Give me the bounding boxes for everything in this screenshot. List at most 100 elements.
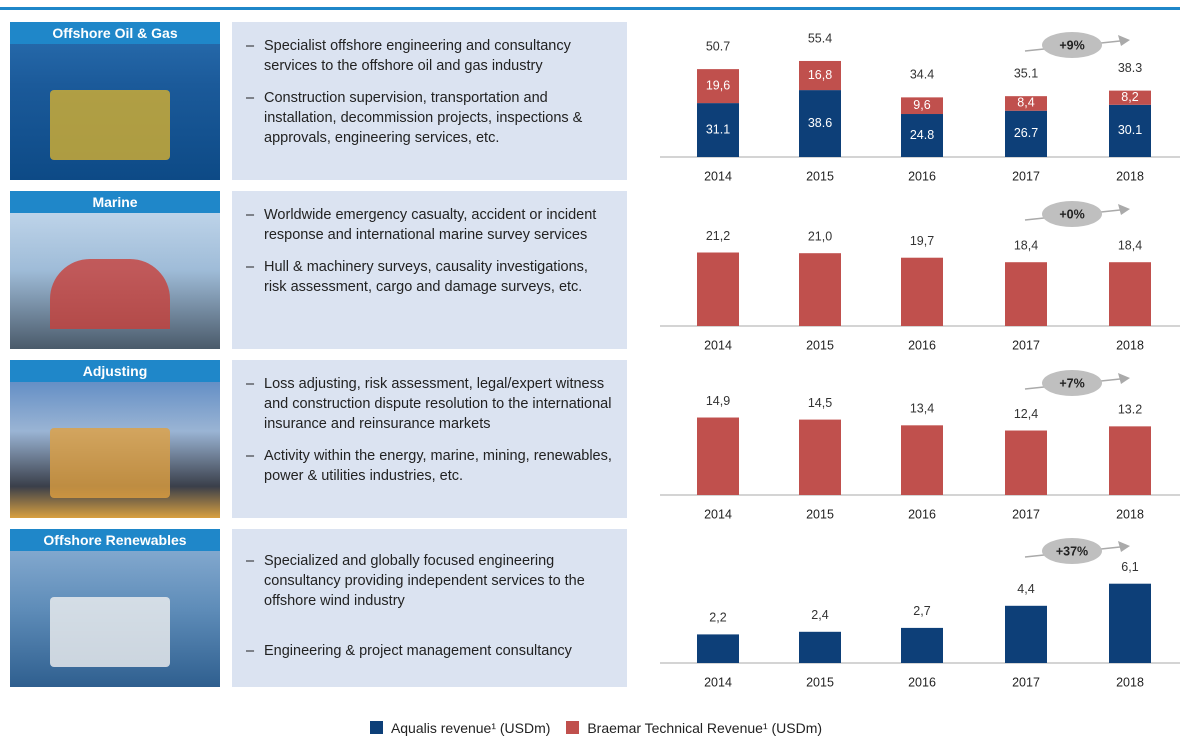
x-tick-label: 2015 bbox=[806, 169, 834, 183]
bar bbox=[1109, 583, 1151, 663]
data-label: 19,6 bbox=[706, 78, 730, 92]
image-detail bbox=[50, 428, 170, 498]
image-detail bbox=[50, 90, 170, 160]
bar bbox=[1005, 430, 1047, 495]
section-image: Adjusting bbox=[10, 360, 220, 518]
bullet: Engineering & project management consult… bbox=[246, 641, 613, 661]
section-text: Specialized and globally focused enginee… bbox=[232, 529, 627, 687]
data-label: 2,2 bbox=[709, 611, 726, 625]
total-label: 35.1 bbox=[1014, 66, 1038, 80]
data-label: 8,2 bbox=[1121, 90, 1138, 104]
section-title: Adjusting bbox=[10, 360, 220, 382]
section-image: Offshore Oil & Gas bbox=[10, 22, 220, 180]
total-label: 55.4 bbox=[808, 31, 832, 45]
legend-label: Aqualis revenue¹ (USDm) bbox=[390, 720, 551, 736]
legend-swatch bbox=[566, 721, 580, 734]
bar bbox=[901, 257, 943, 326]
annotation: +7% bbox=[1059, 376, 1084, 390]
bar bbox=[799, 253, 841, 326]
top-rule bbox=[0, 7, 1180, 10]
annotation-arrowhead bbox=[1118, 373, 1130, 384]
section-image: Marine bbox=[10, 191, 220, 349]
data-label: 18,4 bbox=[1118, 239, 1142, 253]
section-title: Marine bbox=[10, 191, 220, 213]
data-label: 21,0 bbox=[808, 229, 832, 243]
data-label: 31.1 bbox=[706, 122, 730, 136]
data-label: 2,7 bbox=[913, 604, 930, 618]
x-tick-label: 2017 bbox=[1012, 507, 1040, 521]
data-label: 4,4 bbox=[1017, 582, 1034, 596]
x-tick-label: 2015 bbox=[806, 675, 834, 689]
data-label: 9,6 bbox=[913, 98, 930, 112]
bar-segment bbox=[901, 97, 943, 115]
section-text: Specialist offshore engineering and cons… bbox=[232, 22, 627, 180]
bar-segment bbox=[697, 69, 739, 104]
bar bbox=[697, 417, 739, 495]
data-label: 18,4 bbox=[1014, 239, 1038, 253]
data-label: 26.7 bbox=[1014, 126, 1038, 140]
x-tick-label: 2017 bbox=[1012, 169, 1040, 183]
data-label: 8,4 bbox=[1017, 96, 1034, 110]
data-label: 30.1 bbox=[1118, 123, 1142, 137]
bullet: Loss adjusting, risk assessment, legal/e… bbox=[246, 374, 613, 434]
total-label: 34.4 bbox=[910, 68, 934, 82]
x-tick-label: 2014 bbox=[704, 675, 732, 689]
legend: Aqualis revenue¹ (USDm) Braemar Technica… bbox=[0, 720, 1180, 736]
data-label: 16,8 bbox=[808, 68, 832, 82]
annotation: +0% bbox=[1059, 207, 1084, 221]
annotation-bubble bbox=[1042, 32, 1102, 58]
annotation-arrowhead bbox=[1118, 35, 1130, 46]
section-title: Offshore Oil & Gas bbox=[10, 22, 220, 44]
x-tick-label: 2018 bbox=[1116, 675, 1144, 689]
annotation-arrowhead bbox=[1118, 204, 1130, 215]
data-label: 13,4 bbox=[910, 402, 934, 416]
x-tick-label: 2016 bbox=[908, 507, 936, 521]
bullet: Specialist offshore engineering and cons… bbox=[246, 36, 613, 76]
bullet: Hull & machinery surveys, causality inve… bbox=[246, 257, 613, 297]
bar bbox=[901, 627, 943, 663]
total-label: 50.7 bbox=[706, 39, 730, 53]
data-label: 14,5 bbox=[808, 396, 832, 410]
legend-swatch bbox=[369, 721, 383, 734]
bar bbox=[799, 419, 841, 495]
bar bbox=[697, 252, 739, 326]
bar-segment bbox=[697, 103, 739, 157]
data-label: 38.6 bbox=[808, 116, 832, 130]
data-label: 14,9 bbox=[706, 394, 730, 408]
x-tick-label: 2018 bbox=[1116, 338, 1144, 352]
annotation-arrowhead bbox=[1118, 541, 1130, 552]
bar-segment bbox=[1005, 96, 1047, 111]
data-label: 19,7 bbox=[910, 234, 934, 248]
bar bbox=[799, 631, 841, 663]
section-text: Loss adjusting, risk assessment, legal/e… bbox=[232, 360, 627, 518]
bullet: Activity within the energy, marine, mini… bbox=[246, 446, 613, 486]
bar-segment bbox=[1005, 110, 1047, 157]
annotation: +9% bbox=[1059, 38, 1084, 52]
x-tick-label: 2015 bbox=[806, 338, 834, 352]
data-label: 2,4 bbox=[811, 608, 828, 622]
legend-label: Braemar Technical Revenue¹ (USDm) bbox=[587, 720, 823, 736]
x-tick-label: 2016 bbox=[908, 675, 936, 689]
x-tick-label: 2015 bbox=[806, 507, 834, 521]
bar-segment bbox=[1109, 104, 1151, 157]
data-label: 21,2 bbox=[706, 229, 730, 243]
x-tick-label: 2014 bbox=[704, 507, 732, 521]
data-label: 12,4 bbox=[1014, 407, 1038, 421]
data-label: 13.2 bbox=[1118, 403, 1142, 417]
annotation-bubble bbox=[1042, 370, 1102, 396]
bullet: Construction supervision, transportation… bbox=[246, 88, 613, 148]
bar-segment bbox=[1109, 90, 1151, 105]
bar-segment bbox=[799, 60, 841, 91]
image-detail bbox=[50, 597, 170, 667]
bullet: Worldwide emergency casualty, accident o… bbox=[246, 205, 613, 245]
data-label: 6,1 bbox=[1121, 560, 1138, 574]
section-title: Offshore Renewables bbox=[10, 529, 220, 551]
annotation-bubble bbox=[1042, 201, 1102, 227]
x-tick-label: 2016 bbox=[908, 169, 936, 183]
bar bbox=[1109, 262, 1151, 326]
bar-segment bbox=[799, 90, 841, 157]
section-text: Worldwide emergency casualty, accident o… bbox=[232, 191, 627, 349]
section-image: Offshore Renewables bbox=[10, 529, 220, 687]
total-label: 38.3 bbox=[1118, 61, 1142, 75]
